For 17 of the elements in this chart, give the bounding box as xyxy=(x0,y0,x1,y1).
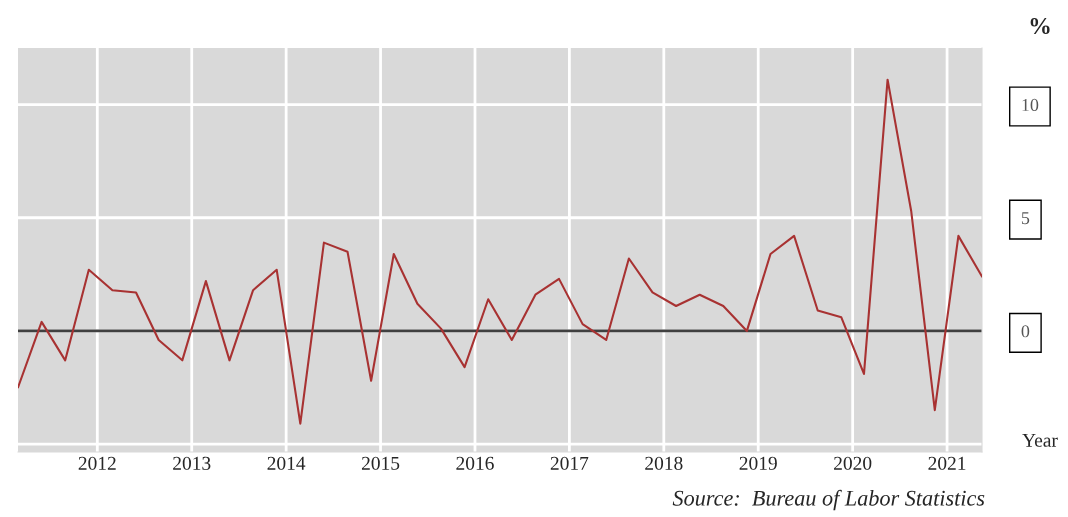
source-note: Source: Bureau of Labor Statistics xyxy=(672,489,985,511)
y-tick-label: 10 xyxy=(1022,98,1039,112)
x-tick-label: 2012 xyxy=(78,456,116,470)
x-tick-label: 2017 xyxy=(550,456,589,470)
y-tick-label: 5 xyxy=(1021,212,1030,225)
x-tick-label: 2020 xyxy=(834,456,872,470)
line-series xyxy=(18,78,982,425)
x-axis-title: Year xyxy=(1022,433,1058,447)
x-tick-label: 2014 xyxy=(267,456,306,470)
y-tick-label: 0 xyxy=(1021,325,1030,338)
x-tick-label: 2016 xyxy=(456,456,494,470)
x-tick-label: 2013 xyxy=(173,456,211,470)
x-tick-label: 2015 xyxy=(361,456,400,470)
x-tick-label: 2018 xyxy=(645,456,683,470)
x-tick-label: 2019 xyxy=(739,456,777,470)
y-axis-title: % xyxy=(1030,17,1050,34)
x-tick-label: 2021 xyxy=(928,456,966,470)
